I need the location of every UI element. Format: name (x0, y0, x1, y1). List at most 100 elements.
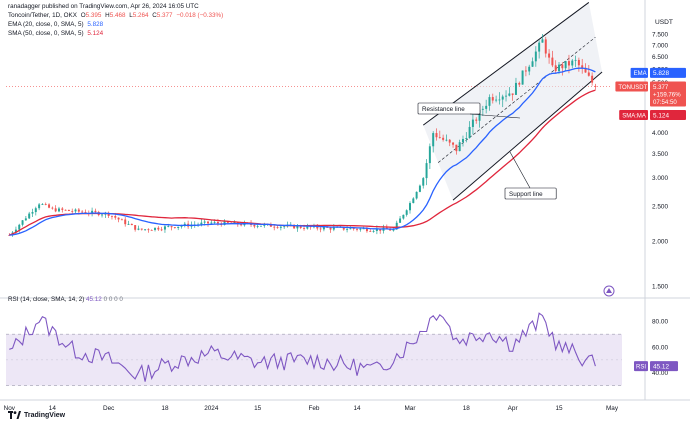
rsi-legend: RSI (14, close, SMA, 14, 2) 45.12 0 0 0 … (8, 296, 123, 303)
watermark-text: TradingView (24, 411, 66, 419)
rsi-y-tick-label: 40.00 (652, 370, 668, 377)
symbol-title: Toncoin/Tether, 1D, OKX (8, 12, 77, 19)
candle-body (514, 82, 517, 95)
ohlc-o-label: O (80, 12, 86, 19)
candle-body (356, 228, 359, 230)
candle-body (203, 221, 206, 223)
price-tag-box (650, 81, 686, 107)
candle-body (392, 229, 395, 231)
candle-body (584, 67, 587, 73)
candle-body (346, 229, 349, 231)
candle-body (425, 163, 428, 179)
ema-tag-title: EMA (634, 71, 647, 77)
resistance-label: Resistance line (422, 106, 465, 113)
ohlc-change: −0.018 (−0.33%) (176, 12, 224, 19)
candle-body (303, 227, 306, 229)
candle-body (279, 226, 282, 228)
candle-body (54, 208, 57, 212)
x-tick-label: Apr (508, 405, 519, 412)
x-tick-label: 15 (555, 405, 563, 412)
x-tick-label: 18 (161, 405, 169, 412)
candle-body (213, 221, 216, 223)
candle-body (216, 221, 219, 224)
candle-body (263, 224, 266, 226)
sma-legend: SMA (50, close, 0, SMA, 5) 5.124 (8, 30, 103, 38)
candle-body (541, 39, 544, 43)
rsi-tag-value: 45.12 (653, 363, 669, 370)
ema-tag-title-box (630, 67, 648, 78)
candle-body (564, 61, 567, 69)
rsi-pane (9, 312, 596, 382)
chart-nav-icon (603, 285, 615, 297)
candle-body (471, 119, 474, 127)
y-tick-label: 7.000 (652, 43, 668, 50)
sma-tag-title-box (619, 110, 648, 121)
candle-body (283, 226, 286, 228)
candle-body (147, 229, 150, 231)
x-tick-label: 18 (463, 405, 471, 412)
candle-body (402, 214, 405, 219)
price-tag-symbol: TONUSDT (618, 85, 647, 91)
candle-body (544, 39, 547, 54)
candle-body (418, 185, 421, 192)
rsi-band (6, 333, 622, 386)
ema-tag: EMA 5.828 (630, 67, 686, 78)
candle-body (458, 142, 461, 152)
candle-body (160, 229, 163, 231)
x-tick-label: 14 (353, 405, 361, 412)
candle-body (558, 64, 561, 72)
candle-body (332, 227, 335, 230)
candle-body (399, 218, 402, 223)
candle-body (531, 61, 534, 67)
candle-body (538, 42, 541, 52)
y-tick-label: 4.000 (652, 130, 668, 137)
candle-body (548, 53, 551, 58)
candle-body (435, 133, 438, 138)
chart-nav-icon-arrow (606, 288, 612, 293)
candle-body (210, 222, 213, 224)
candle-body (432, 133, 435, 147)
candle-body (518, 82, 521, 85)
price-tag: TONUSDT 5.377+159.76%07:54:50 (615, 81, 686, 107)
candle-body (554, 65, 557, 72)
y-tick-label: 1.500 (652, 284, 668, 291)
candle-body (498, 99, 501, 101)
candle-body (395, 222, 398, 230)
candle-body (61, 208, 64, 210)
rsi-tag: RSI 45.12 (634, 361, 678, 372)
candle-body (571, 60, 574, 66)
candle-body (316, 225, 319, 229)
support-label: Support line (509, 191, 543, 198)
candle-body (461, 138, 464, 143)
candle-body (38, 204, 41, 209)
support-pointer (509, 151, 531, 189)
candle-body (18, 224, 21, 230)
x-tick-label: Feb (308, 405, 319, 412)
x-tick-label: Mar (404, 405, 416, 412)
rsi-band-fill (6, 334, 622, 386)
candle-body (154, 227, 157, 231)
candle-body (117, 217, 120, 220)
sma-tag-value-box (650, 110, 686, 121)
candle-body (591, 75, 594, 83)
candle-body (491, 97, 494, 101)
candle-body (256, 225, 259, 227)
ohlc-c-label: C (152, 12, 157, 19)
candle-body (253, 225, 256, 227)
candle-body (130, 223, 133, 226)
price-tag-symbol-box (615, 81, 648, 92)
candle-body (534, 51, 537, 62)
candle-body (511, 93, 514, 95)
resistance-pointer (469, 113, 521, 119)
candle-body (44, 204, 47, 205)
candle-body (567, 61, 570, 66)
candle-body (365, 228, 368, 232)
candle-body (233, 222, 236, 224)
candle-body (114, 215, 117, 218)
candle-body (167, 226, 170, 227)
ema-tag-value-box (650, 67, 686, 78)
candle-body (140, 228, 143, 230)
candle-body (481, 108, 484, 110)
candle-body (107, 212, 110, 216)
